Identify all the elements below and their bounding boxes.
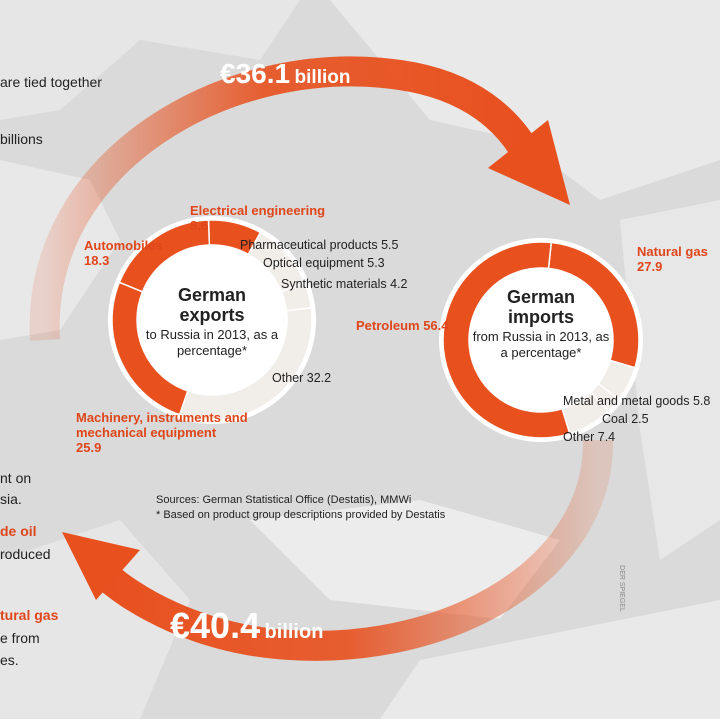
segment-label: Pharmaceutical products 5.5 [240,238,398,253]
segment-label: Natural gas 27.9 [637,244,708,274]
side-text: de oil [0,523,37,539]
category-label: Natural gas [637,244,708,259]
segment-label: Metal and metal goods 5.8 [563,394,710,409]
source-note: * Based on product group descriptions pr… [156,509,446,521]
donut-segment [442,241,571,439]
value-label: 5.3 [367,256,385,270]
value-label: 5.8 [692,394,711,408]
value-label: 18.3 [84,253,110,268]
segment-label: Other 7.4 [563,430,615,445]
value-label: 2.5 [631,412,649,426]
segment-label: Coal 2.5 [602,412,649,427]
flow-unit: billion [294,67,351,88]
side-text: sia. [0,491,22,507]
source: Sources: German Statistical Office (Dest… [156,494,412,506]
value-label: 32.2 [306,371,332,385]
segment-label: Synthetic materials 4.2 [281,277,407,292]
chart-subtitle: from Russia in 2013, as a percentage* [472,329,610,360]
category-label: Petroleum [356,318,420,333]
flow-amount: €40.4 [170,605,261,646]
donut-center: German exports to Russia in 2013, as a pe… [142,285,282,359]
category-label: Optical equipment [263,256,364,270]
chart-title: German exports [177,285,247,325]
segment-label: Optical equipment 5.3 [263,256,385,271]
segment-label: Other 32.2 [272,371,331,386]
side-text: tural gas [0,607,59,623]
category-label: Other [563,430,595,444]
export-flow: €36.1 billion [220,58,350,90]
credit: DER SPIEGEL [617,565,625,612]
category-label: Automobiles [84,238,163,253]
value-label: 4.2 [390,277,408,291]
side-text: roduced [0,546,51,562]
segment-label: Electrical engineering 8.6 [190,203,325,233]
side-text: billions [0,131,43,147]
category-label: Metal and metal goods [563,394,690,408]
side-text: es. [0,652,19,668]
side-text: are tied together [0,74,102,90]
category-label: Electrical engineering [190,203,326,218]
value-label: 7.4 [597,430,616,444]
side-text: e from [0,630,40,646]
value-label: 56.4 [423,318,449,333]
value-label: 8.6 [190,218,209,233]
chart-title: German imports [506,287,576,327]
donut-segment [118,219,211,293]
category-label: Synthetic materials [281,277,387,291]
value-label: 25.9 [76,440,102,455]
flow-amount: €36.1 [220,58,291,89]
category-label: Coal [602,412,628,426]
category-label: Other [272,371,304,385]
value-label: 27.9 [637,259,663,274]
value-label: 5.5 [381,238,399,252]
category-label: Pharmaceutical products [240,238,378,252]
import-flow: €40.4 billion [170,605,323,647]
category-label: Machinery, instruments and mechanical eq… [76,410,248,440]
flow-unit: billion [264,621,324,643]
side-text: nt on [0,470,32,486]
segment-label: Petroleum 56.4 [356,318,449,333]
donut-center: German imports from Russia in 2013, as a … [471,287,611,361]
segment-label: Automobiles 18.3 [84,238,163,268]
chart-subtitle: to Russia in 2013, as a percentage* [145,327,279,358]
segment-label: Machinery, instruments and mechanical eq… [76,410,251,455]
